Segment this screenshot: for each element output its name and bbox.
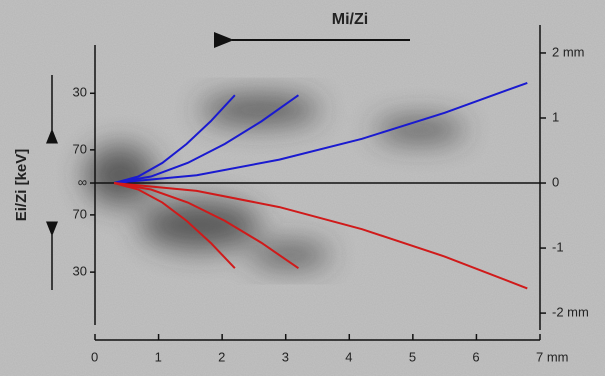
parabola [113,182,236,269]
y-tick-label: 70 [73,141,87,156]
y-tick-label: ∞ [78,174,87,189]
y-tick-label: 30 [73,264,87,279]
x-tick-label: 0 [91,349,98,364]
y2-tick-label: 0 [552,174,559,189]
x-tick-label: 6 [472,349,479,364]
y2-tick-label: 1 [552,109,559,124]
x-tick-label: 2 [218,349,225,364]
y-tick-label: 70 [73,206,87,221]
x-tick-label: 7 mm [536,349,569,364]
y-tick-label: 30 [73,85,87,100]
chart-title: Mi/Zi [332,11,368,28]
x-tick-label: 3 [282,349,289,364]
signal-blobs [85,95,465,267]
x-tick-label: 1 [155,349,162,364]
parabola [113,182,299,270]
y2-tick-label: -2 mm [552,305,589,320]
y2-tick-label: -1 [552,239,564,254]
y-axis-label: Ei/Zi [keV] [13,149,30,222]
parabola [113,81,528,185]
x-tick-label: 4 [345,349,352,364]
parabola [113,94,236,184]
y2-tick-label: 2 mm [552,44,585,59]
x-tick-label: 5 [409,349,416,364]
parabola [113,94,300,185]
parabola [113,182,528,290]
